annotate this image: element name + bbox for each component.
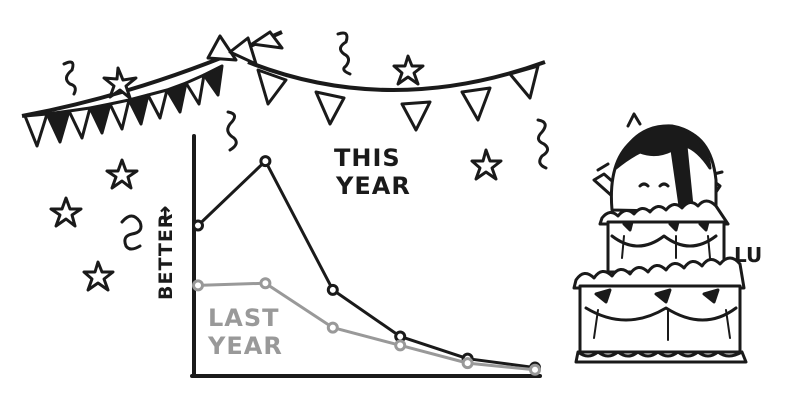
squiggle-icon: [226, 110, 238, 152]
star-icon: [102, 66, 138, 100]
character-eye: [658, 182, 670, 188]
bunting-garland-left: [21, 30, 284, 148]
confetti: [49, 31, 549, 292]
data-point-last-year-1: [259, 277, 272, 290]
birthday-cake: [572, 112, 748, 364]
data-point-last-year-4: [461, 357, 474, 370]
series-line-last-year: [197, 281, 536, 372]
candle-icon: [596, 162, 610, 172]
series-label-last-year: LAST YEAR: [207, 304, 289, 360]
series-points-last-year: [192, 277, 541, 376]
star-icon: [105, 158, 139, 190]
squiggle-icon: [536, 118, 549, 170]
data-point-this-year-2: [326, 283, 339, 296]
character-eye: [638, 182, 650, 188]
data-point-last-year-2: [326, 321, 339, 334]
character-hair: [614, 124, 712, 208]
y-axis-arrow-icon: →: [153, 206, 178, 224]
data-point-this-year-1: [259, 155, 272, 168]
data-point-last-year-5: [529, 363, 541, 376]
y-axis-label: BETTER: [155, 213, 177, 300]
star-icon: [49, 196, 83, 228]
artist-signature: LU: [734, 243, 762, 267]
star-icon: [470, 148, 503, 181]
squiggle-icon: [336, 31, 352, 76]
star-icon: [82, 260, 115, 292]
data-point-this-year-0: [192, 219, 204, 232]
bunting-garland-right: [247, 60, 546, 132]
line-chart: BETTER → THIS YEAR LAST YEAR: [153, 134, 542, 378]
squiggle-icon: [120, 214, 143, 251]
data-point-last-year-0: [192, 279, 204, 292]
series-label-this-year: THIS YEAR: [334, 144, 411, 200]
squiggle-icon: [62, 60, 77, 96]
series-line-this-year: [196, 159, 536, 370]
star-icon: [392, 54, 425, 86]
data-point-last-year-3: [394, 339, 407, 352]
